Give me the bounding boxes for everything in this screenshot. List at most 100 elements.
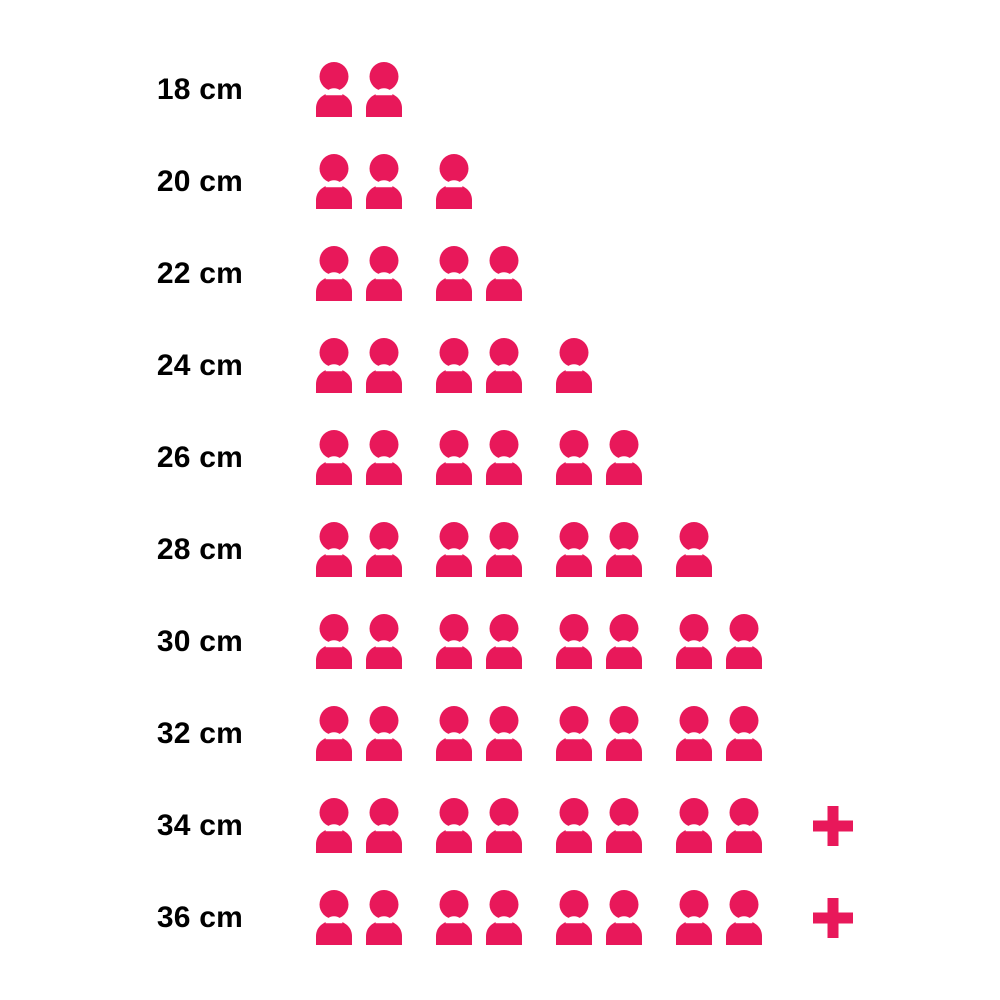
person-icon bbox=[366, 154, 402, 209]
person-icon bbox=[556, 706, 592, 761]
row-label: 20 cm bbox=[156, 165, 243, 198]
row-icon-group bbox=[313, 797, 853, 855]
plus-icon bbox=[813, 806, 853, 846]
icon-pair bbox=[673, 705, 765, 763]
row-icon-group bbox=[313, 705, 765, 763]
person-icon bbox=[366, 338, 402, 393]
row-label: 28 cm bbox=[156, 533, 243, 566]
person-icon bbox=[316, 338, 352, 393]
icon-pair bbox=[433, 889, 525, 947]
icon-pair bbox=[433, 245, 525, 303]
person-icon bbox=[366, 706, 402, 761]
person-icon bbox=[436, 890, 472, 945]
row-label: 24 cm bbox=[156, 349, 243, 382]
plus-icon bbox=[813, 898, 853, 938]
person-icon bbox=[726, 890, 762, 945]
icon-pair bbox=[673, 613, 765, 671]
row-icon-group bbox=[313, 61, 405, 119]
person-icon bbox=[726, 798, 762, 853]
icon-pair bbox=[433, 153, 475, 211]
person-icon bbox=[486, 890, 522, 945]
row-icon-group bbox=[313, 889, 853, 947]
person-icon bbox=[556, 338, 592, 393]
icon-pair bbox=[553, 429, 645, 487]
row-label: 22 cm bbox=[156, 257, 243, 290]
person-icon bbox=[316, 890, 352, 945]
person-icon bbox=[436, 614, 472, 669]
row-icon-group bbox=[313, 245, 525, 303]
icon-pair bbox=[553, 521, 645, 579]
person-icon bbox=[316, 522, 352, 577]
pictogram-row: 18 cm bbox=[0, 44, 1000, 136]
person-icon bbox=[606, 890, 642, 945]
person-icon bbox=[606, 430, 642, 485]
pictogram-row: 36 cm bbox=[0, 872, 1000, 964]
person-icon bbox=[366, 62, 402, 117]
icon-pair bbox=[673, 521, 715, 579]
row-icon-group bbox=[313, 429, 645, 487]
person-icon bbox=[556, 890, 592, 945]
person-icon bbox=[676, 798, 712, 853]
icon-pair bbox=[313, 153, 405, 211]
icon-pair bbox=[313, 797, 405, 855]
icon-pair bbox=[313, 337, 405, 395]
person-icon bbox=[676, 614, 712, 669]
person-icon bbox=[676, 890, 712, 945]
person-icon bbox=[436, 338, 472, 393]
person-icon bbox=[316, 62, 352, 117]
person-icon bbox=[316, 706, 352, 761]
row-label: 32 cm bbox=[156, 717, 243, 750]
icon-pair bbox=[553, 705, 645, 763]
row-label: 26 cm bbox=[156, 441, 243, 474]
icon-pair bbox=[433, 613, 525, 671]
person-icon bbox=[676, 522, 712, 577]
person-icon bbox=[726, 706, 762, 761]
person-icon bbox=[556, 798, 592, 853]
row-icon-group bbox=[313, 337, 595, 395]
pictogram-row: 22 cm bbox=[0, 228, 1000, 320]
person-icon bbox=[366, 798, 402, 853]
person-icon bbox=[556, 522, 592, 577]
person-icon bbox=[606, 522, 642, 577]
person-icon bbox=[366, 614, 402, 669]
person-icon bbox=[606, 798, 642, 853]
person-icon bbox=[606, 614, 642, 669]
icon-pair bbox=[313, 429, 405, 487]
person-icon bbox=[556, 614, 592, 669]
person-icon bbox=[316, 614, 352, 669]
person-icon bbox=[316, 246, 352, 301]
person-icon bbox=[366, 246, 402, 301]
pictogram-row: 34 cm bbox=[0, 780, 1000, 872]
row-icon-group bbox=[313, 613, 765, 671]
icon-pair bbox=[553, 889, 645, 947]
icon-pair bbox=[433, 705, 525, 763]
person-icon bbox=[316, 798, 352, 853]
person-icon bbox=[436, 798, 472, 853]
icon-pair bbox=[313, 61, 405, 119]
row-label: 34 cm bbox=[156, 809, 243, 842]
person-icon bbox=[316, 154, 352, 209]
row-label: 18 cm bbox=[156, 73, 243, 106]
icon-pair bbox=[313, 245, 405, 303]
person-icon bbox=[436, 706, 472, 761]
icon-pair bbox=[433, 797, 525, 855]
pictogram-row: 24 cm bbox=[0, 320, 1000, 412]
person-icon bbox=[556, 430, 592, 485]
person-icon bbox=[676, 706, 712, 761]
person-icon bbox=[366, 522, 402, 577]
icon-pair bbox=[553, 613, 645, 671]
icon-pair bbox=[673, 797, 765, 855]
person-icon bbox=[486, 522, 522, 577]
person-icon bbox=[366, 430, 402, 485]
icon-pair bbox=[313, 613, 405, 671]
pictogram-row: 30 cm bbox=[0, 596, 1000, 688]
row-icon-group bbox=[313, 153, 475, 211]
person-icon bbox=[486, 338, 522, 393]
icon-pair bbox=[433, 429, 525, 487]
pictogram-row: 32 cm bbox=[0, 688, 1000, 780]
person-icon bbox=[366, 890, 402, 945]
row-icon-group bbox=[313, 521, 715, 579]
person-icon bbox=[486, 614, 522, 669]
pictogram-row: 20 cm bbox=[0, 136, 1000, 228]
